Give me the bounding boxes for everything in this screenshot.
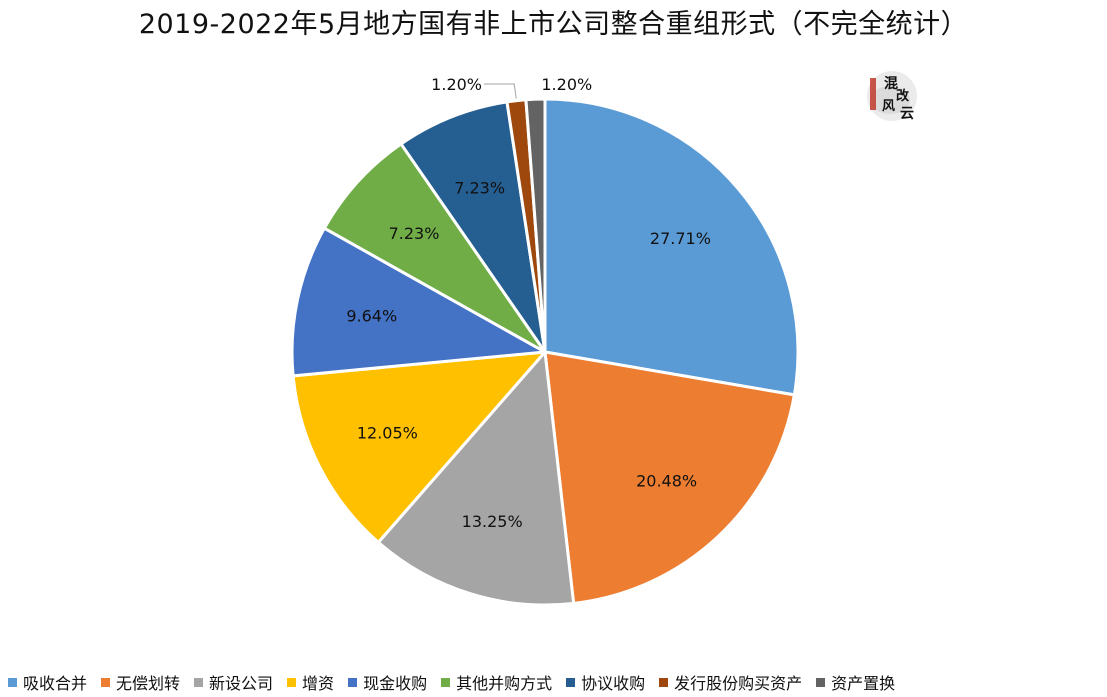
pie-label-7: 1.20%	[431, 75, 482, 94]
pie-slice-5	[322, 142, 547, 354]
legend-label: 无偿划转	[116, 674, 181, 693]
svg-text:云: 云	[900, 106, 914, 122]
legend-item-4: 现金收购	[348, 670, 427, 694]
pie-label-8: 1.20%	[541, 75, 592, 94]
legend-swatch	[287, 677, 297, 687]
pie-label-5: 7.23%	[389, 224, 440, 243]
watermark-seal: 混 改 风 云	[860, 66, 924, 126]
legend-swatch	[8, 677, 17, 687]
legend-item-6: 协议收购	[566, 670, 645, 694]
legend-label: 其他并购方式	[456, 674, 553, 693]
pie-label-3: 12.05%	[357, 424, 418, 443]
legend-item-8: 资产置换	[816, 670, 895, 694]
legend-label: 协议收购	[581, 674, 646, 693]
legend-item-3: 增资	[287, 670, 334, 694]
legend-label: 新设公司	[209, 674, 274, 693]
legend-label: 增资	[302, 674, 335, 693]
chart-legend: 吸收合并 无偿划转 新设公司 增资 现金收购 其他并购方式 协议收购 发行股份购买资产 资产置换	[8, 670, 1107, 694]
pie-slice-1	[543, 350, 796, 605]
legend-swatch	[659, 677, 669, 687]
legend-item-1: 无偿划转	[101, 670, 180, 694]
pie-labels: 27.71% 20.48% 13.25% 12.05% 9.64% 7.23% 7.23% 1…	[346, 75, 711, 531]
chart-title: 2019-2022年5月地方国有非上市公司整合重组形式（不完全统计）	[138, 9, 969, 40]
svg-text:混: 混	[884, 76, 898, 92]
legend-label: 吸收合并	[23, 674, 88, 693]
pie-slice-0	[543, 97, 800, 397]
svg-text:风: 风	[882, 99, 895, 114]
pie-leader-line-7	[484, 83, 517, 99]
legend-item-0: 吸收合并	[8, 670, 87, 694]
pie-label-1: 20.48%	[636, 472, 697, 491]
legend-swatch	[101, 677, 111, 687]
legend-swatch	[816, 677, 826, 687]
legend-label: 现金收购	[363, 674, 428, 693]
pie-label-4: 9.64%	[346, 306, 397, 325]
pie-label-0: 27.71%	[650, 229, 711, 248]
pie-label-2: 13.25%	[462, 512, 523, 531]
legend-label: 资产置换	[831, 674, 896, 693]
pie-slice-4	[290, 226, 547, 378]
legend-label: 发行股份购买资产	[674, 674, 803, 693]
pie-slice-8	[524, 97, 547, 354]
legend-item-7: 发行股份购买资产	[659, 670, 802, 694]
pie-slice-2	[376, 350, 576, 607]
legend-swatch	[566, 677, 576, 687]
pie-slice-3	[291, 350, 547, 544]
pie-slice-6	[399, 100, 547, 354]
pie-slices	[290, 97, 800, 607]
legend-swatch	[194, 677, 204, 687]
legend-item-2: 新设公司	[194, 670, 273, 694]
svg-text:改: 改	[896, 88, 910, 104]
legend-swatch	[348, 677, 358, 687]
legend-swatch	[441, 677, 451, 687]
legend-item-5: 其他并购方式	[441, 670, 552, 694]
pie-label-6: 7.23%	[454, 178, 505, 197]
